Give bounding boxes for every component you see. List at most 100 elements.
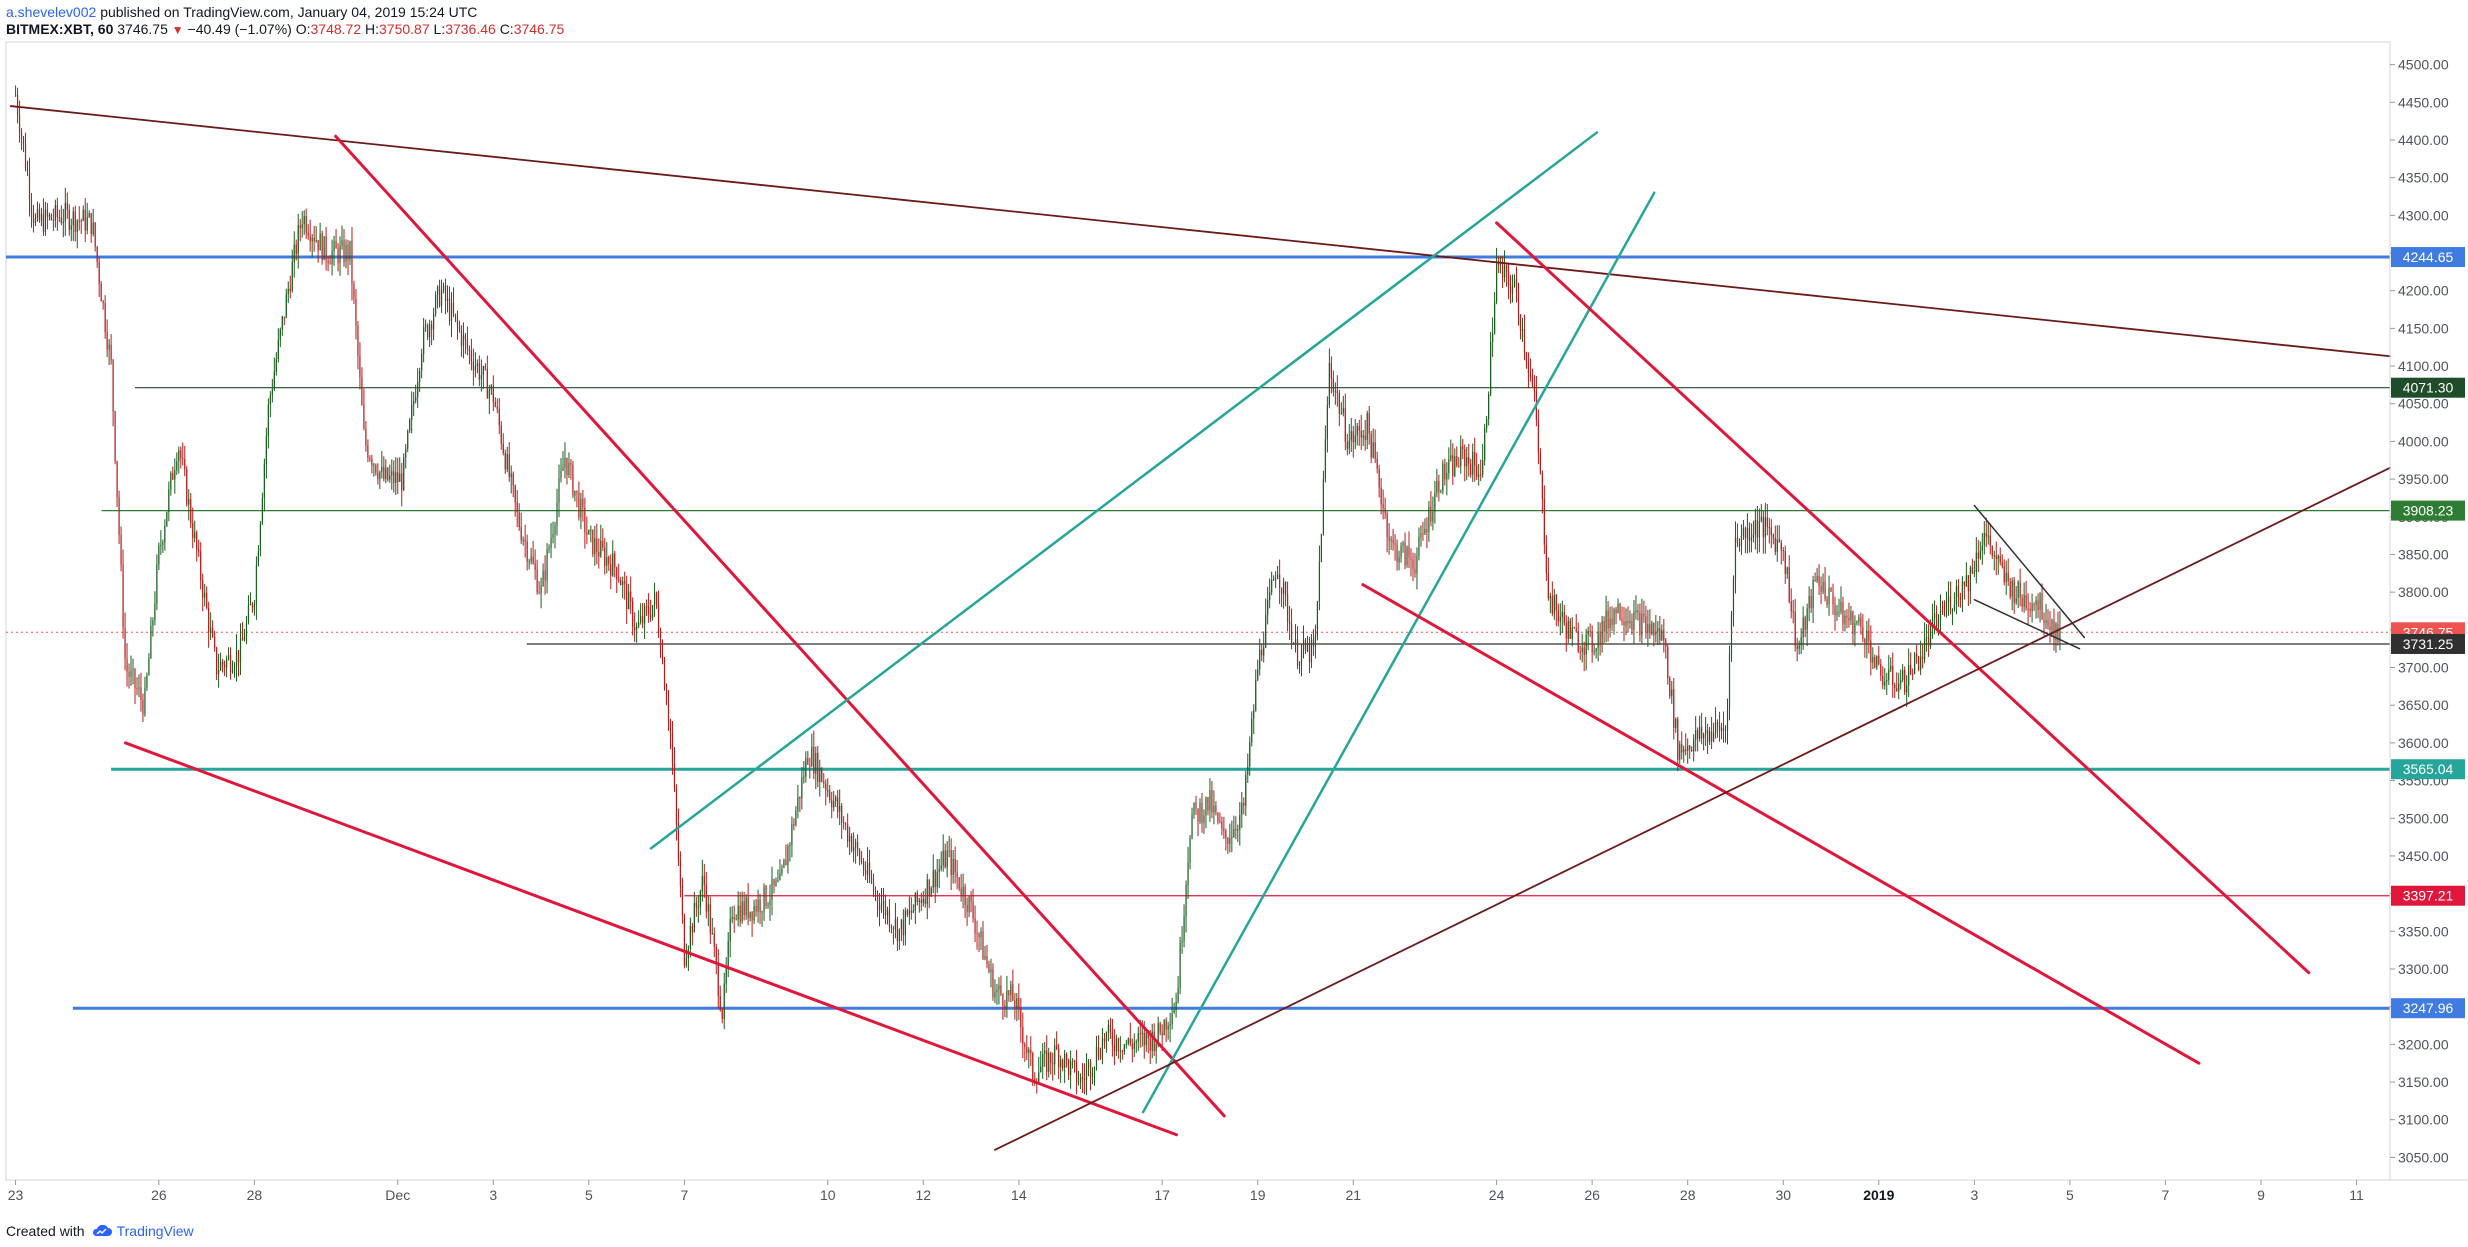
candle-body <box>1967 575 1969 592</box>
candle-body <box>2005 572 2007 583</box>
candle-body <box>1115 1038 1117 1051</box>
candle-body <box>1016 998 1018 1009</box>
trendline[interactable] <box>123 741 1179 1137</box>
candle-body <box>1559 616 1561 622</box>
tradingview-logo[interactable]: TradingView <box>91 1222 194 1240</box>
candle-body <box>333 240 335 252</box>
candle-body <box>741 901 743 922</box>
candle-body <box>733 917 735 920</box>
y-tick-label: 3150.00 <box>2398 1074 2449 1090</box>
candle-body <box>2017 581 2019 598</box>
high-value: 3750.87 <box>379 21 430 37</box>
candle-body <box>896 919 899 942</box>
trendline[interactable] <box>334 134 1226 1118</box>
candle-body <box>1370 434 1372 458</box>
candle-body <box>2009 581 2011 597</box>
trendline[interactable] <box>1361 583 2201 1065</box>
trendline[interactable] <box>994 466 2391 1151</box>
candle-body <box>634 626 636 631</box>
candle-body <box>184 459 186 470</box>
candle-body <box>1503 265 1506 278</box>
x-tick-label: 7 <box>2162 1187 2170 1203</box>
candle-body <box>42 213 45 232</box>
y-tick-label: 3650.00 <box>2398 697 2449 713</box>
candle-body <box>128 671 130 677</box>
candle-body <box>164 525 166 543</box>
candle-body <box>1647 624 1649 633</box>
candle-body <box>1032 1053 1034 1080</box>
trendline[interactable] <box>1141 191 1656 1114</box>
candle-body <box>251 603 254 608</box>
candle-body <box>359 356 361 378</box>
candle-body <box>1133 1042 1135 1049</box>
candle-body <box>653 592 656 606</box>
candle-body <box>460 330 463 347</box>
candle-body <box>1151 1031 1153 1051</box>
candle-body <box>86 217 88 231</box>
candle-body <box>136 687 138 689</box>
x-tick-label: 19 <box>1250 1187 1266 1203</box>
candle-body <box>1400 545 1402 558</box>
candle-body <box>2033 604 2035 606</box>
candle-body <box>1179 942 1181 988</box>
candle-body <box>689 925 691 949</box>
y-tick-label: 4300.00 <box>2398 207 2449 223</box>
candle-body <box>1374 442 1376 459</box>
candle-body <box>1605 610 1607 632</box>
candle-body <box>1758 520 1760 538</box>
candle-body <box>1440 490 1442 492</box>
candle-body <box>1418 536 1420 557</box>
candle-body <box>1716 722 1719 726</box>
candle-body <box>204 592 206 598</box>
trendline[interactable] <box>1973 598 2081 650</box>
candle-body <box>40 213 43 221</box>
candle-body <box>526 541 528 562</box>
open-label: O: <box>295 21 311 37</box>
candle-body <box>84 209 86 231</box>
trendline[interactable] <box>1973 504 2085 639</box>
candle-body <box>1107 1024 1110 1033</box>
candle-body <box>856 841 859 851</box>
candle-body <box>1336 391 1338 394</box>
candle-body <box>291 262 293 292</box>
candle-body <box>849 835 851 842</box>
candle-body <box>1589 630 1591 632</box>
candle-body <box>1963 581 1965 587</box>
candle-body <box>1645 616 1647 633</box>
candle-body <box>1105 1032 1108 1042</box>
candle-body <box>558 478 560 503</box>
candle-body <box>48 214 50 217</box>
candle-body <box>556 502 558 527</box>
trendline[interactable] <box>1495 221 2311 975</box>
candle-body <box>630 591 632 602</box>
candle-body <box>289 288 291 292</box>
trendline[interactable] <box>9 105 2391 358</box>
candle-body <box>413 400 415 405</box>
price-tag-box <box>2391 759 2465 780</box>
candle-body <box>1794 611 1796 647</box>
candle-body <box>1229 837 1231 844</box>
trendline[interactable] <box>649 131 1599 850</box>
candle-body <box>1916 653 1918 657</box>
candle-body <box>984 956 986 960</box>
candle-body <box>1691 749 1693 752</box>
candle-body <box>1372 442 1374 458</box>
candle-body <box>2029 608 2031 612</box>
candle-body <box>1653 623 1655 636</box>
candle-body <box>1595 648 1597 652</box>
candle-body <box>878 902 881 911</box>
candle-body <box>920 900 922 903</box>
candle-body <box>900 919 902 929</box>
candle-body <box>313 237 315 242</box>
candle-body <box>162 542 164 545</box>
candle-body <box>219 661 222 671</box>
author-link[interactable]: a.shevelev002 <box>6 4 97 20</box>
candle-body <box>1225 830 1227 839</box>
candle-body <box>1356 426 1358 436</box>
time-axis[interactable]: 23 26 28 Dec 3 5 7 10 12 14 17 19 21 24 26 28 30 2019 3 5 7 9… <box>8 1180 2364 1203</box>
candle-body <box>1095 1046 1098 1067</box>
candle-body <box>1973 571 1975 574</box>
close-label: C: <box>499 21 514 37</box>
candle-body <box>1754 520 1756 535</box>
